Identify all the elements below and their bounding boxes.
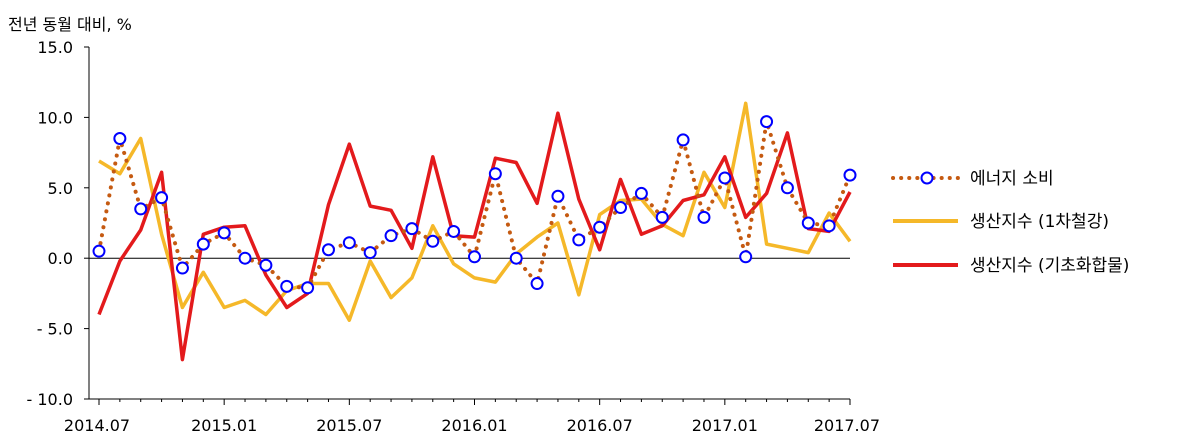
series-line-steel [98,101,852,322]
data-point [113,132,127,146]
legend-marker [920,171,934,185]
y-tick-label: - 5.0 [37,320,73,339]
y-unit-label: 전년 동월 대비, % [8,15,132,34]
data-point [280,279,294,293]
data-point [530,277,544,291]
y-tick-label: 15.0 [37,38,73,57]
data-point [843,168,857,182]
series-layer [92,101,857,362]
legend-label: 생산지수 (1차철강) [970,212,1109,232]
legend-label: 에너지 소비 [970,169,1054,189]
data-point [196,237,210,251]
data-point [301,281,315,295]
x-axis-ticks: 2014.07 2015.01 2015.07 2016.01 2016.07 2017.… [64,399,880,435]
y-tick-label: 5.0 [48,179,73,198]
x-tick-label: 2016.01 [441,416,507,435]
data-point [155,191,169,205]
data-point [718,171,732,185]
data-point [447,224,461,238]
data-point [634,186,648,200]
data-point [676,133,690,147]
data-point [468,250,481,264]
data-point [551,189,565,203]
y-tick-label: 10.0 [37,108,73,127]
x-tick-label: 2015.01 [191,416,257,435]
data-point [760,115,774,129]
data-point [593,220,607,234]
x-tick-label: 2017.01 [692,416,758,435]
data-point [217,226,231,240]
data-point [655,210,669,224]
data-point [739,250,753,264]
data-point [780,181,794,195]
data-point [822,219,836,233]
y-tick-label: 0.0 [48,249,73,268]
data-point [572,233,586,247]
data-point [134,202,148,216]
x-tick-label: 2016.07 [567,416,633,435]
x-tick-label: 2015.07 [316,416,382,435]
x-tick-label: 2017.07 [814,416,880,435]
data-point [175,261,189,275]
data-point [259,258,273,272]
x-tick-label: 2014.07 [64,416,130,435]
data-point [363,246,377,260]
data-point [426,234,440,248]
legend-label: 생산지수 (기초화합물) [970,256,1129,276]
data-point [509,251,523,265]
data-point [342,236,356,250]
data-point [384,229,398,243]
data-point [405,222,419,236]
data-point [697,210,711,224]
data-point [238,251,252,265]
y-axis-ticks: 15.0 10.0 5.0 0.0 - 5.0 - 10.0 [27,38,89,409]
data-point [801,216,815,230]
y-tick-label: - 10.0 [27,390,73,409]
data-point [614,201,628,215]
data-point [92,244,106,258]
data-point [321,243,335,257]
data-point [488,167,502,181]
